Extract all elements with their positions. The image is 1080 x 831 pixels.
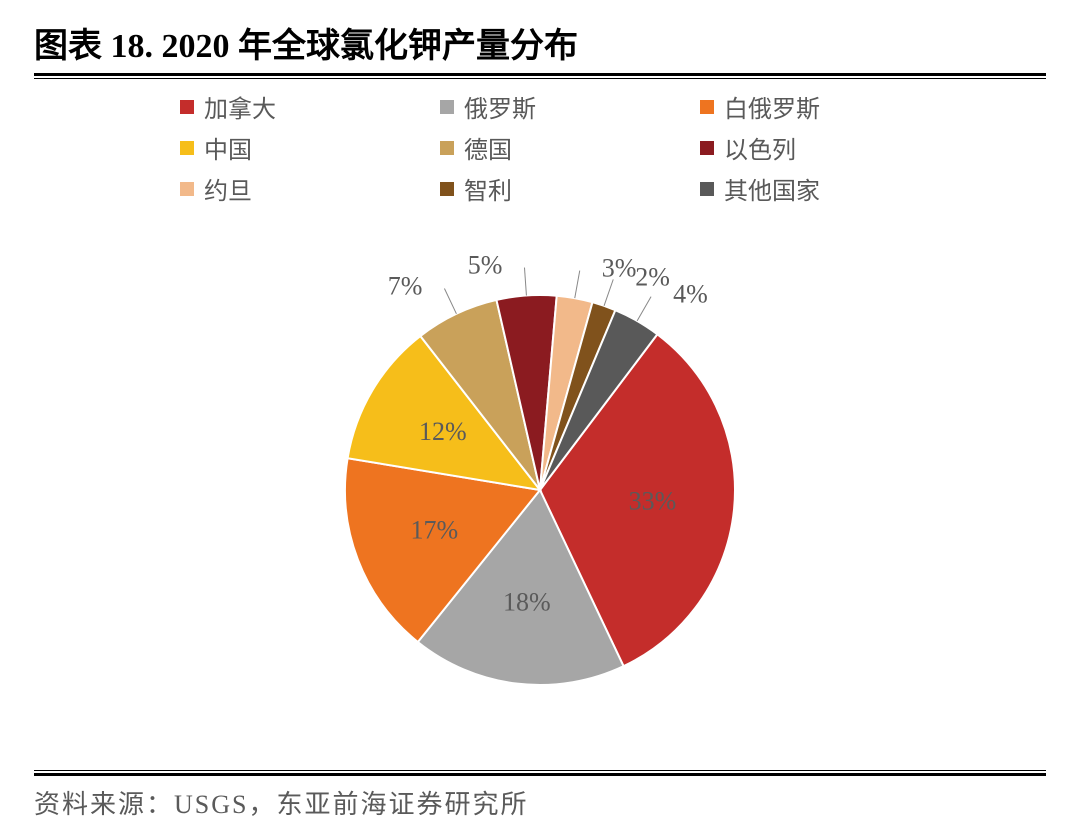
leader-line (575, 271, 580, 299)
legend-swatch (440, 141, 454, 155)
pct-label: 7% (388, 272, 423, 301)
pct-label: 18% (503, 587, 551, 616)
legend-label: 俄罗斯 (464, 89, 536, 124)
legend-swatch (180, 182, 194, 196)
pie-chart-container: 33% 18% 17% 12% 7% 5% 3%2%4% (34, 220, 1046, 760)
legend-item: 其他国家 (700, 171, 900, 206)
leader-line (604, 279, 613, 305)
legend-item: 约旦 (180, 171, 380, 206)
leader-line (524, 268, 526, 296)
pie-chart: 33% 18% 17% 12% 7% 5% 3%2%4% (230, 220, 850, 760)
pct-label: 2% (635, 262, 670, 291)
legend-label: 中国 (204, 130, 252, 165)
legend-swatch (180, 141, 194, 155)
pct-label: 33% (629, 486, 677, 515)
legend-swatch (440, 182, 454, 196)
leader-line (637, 297, 651, 321)
pct-label: 12% (419, 417, 467, 446)
legend-swatch (440, 100, 454, 114)
legend-label: 白俄罗斯 (724, 89, 820, 124)
source-text: 资料来源：USGS，东亚前海证券研究所 (34, 776, 1046, 821)
legend-item: 白俄罗斯 (700, 89, 900, 124)
pct-label: 17% (411, 515, 459, 544)
legend-label: 智利 (464, 171, 512, 206)
legend-item: 加拿大 (180, 89, 380, 124)
top-rule (34, 73, 1046, 79)
legend-swatch (700, 182, 714, 196)
legend-item: 德国 (440, 130, 640, 165)
pct-label: 4% (673, 280, 708, 309)
chart-title: 图表 18. 2020 年全球氯化钾产量分布 (34, 18, 1046, 73)
pct-label: 5% (468, 251, 503, 280)
legend-item: 智利 (440, 171, 640, 206)
legend-label: 加拿大 (204, 89, 276, 124)
pct-label: 3% (602, 254, 637, 283)
leader-line (444, 289, 456, 314)
legend-label: 以色列 (724, 130, 796, 165)
legend-label: 德国 (464, 130, 512, 165)
legend-item: 以色列 (700, 130, 900, 165)
legend-item: 中国 (180, 130, 380, 165)
legend: 加拿大 俄罗斯 白俄罗斯中国 德国 以色列约旦 智利 其他国家 (34, 89, 1046, 206)
legend-label: 其他国家 (724, 171, 820, 206)
legend-swatch (180, 100, 194, 114)
legend-item: 俄罗斯 (440, 89, 640, 124)
legend-swatch (700, 141, 714, 155)
legend-label: 约旦 (204, 171, 252, 206)
legend-swatch (700, 100, 714, 114)
